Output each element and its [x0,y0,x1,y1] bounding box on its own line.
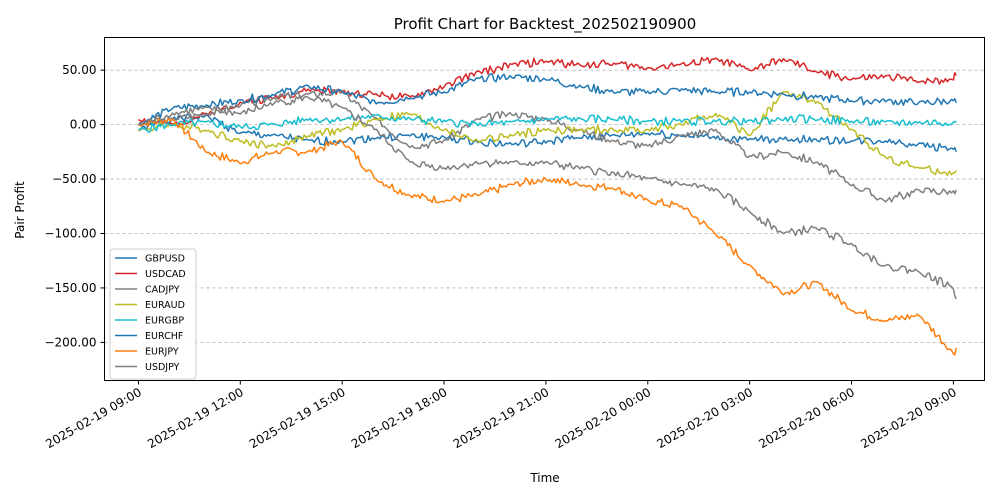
y-tick-label: −150.00 [44,281,96,295]
legend-label: EURCHF [145,331,183,342]
y-tick-label: 0.00 [70,118,97,132]
y-tick-label: −200.00 [44,335,96,349]
plot-frame [104,37,985,381]
series-line-eurgbp [138,113,957,133]
series-line-cadjpy [137,89,957,203]
series-line-usdjpy [137,95,957,300]
series-lines [137,56,957,356]
chart-title: Profit Chart for Backtest_202502190900 [394,15,697,34]
legend-label: USDCAD [145,269,186,280]
legend-label: EURGBP [145,316,184,327]
y-axis: 50.00 0.00 −50.00 −100.00 −150.00 −200.00 [44,63,105,349]
series-line-euraud [137,90,957,177]
legend: GBPUSD USDCAD CADJPY EURAUD EURGBP EURCHF EURJ… [109,248,197,380]
y-tick-label: −50.00 [52,172,96,186]
series-line-eurchf [138,72,957,126]
legend-label: EURJPY [145,347,179,358]
y-tick-label: −100.00 [44,227,96,241]
y-tick-label: 50.00 [62,63,96,77]
y-axis-title: Pair Profit [13,181,27,239]
x-axis-title: Time [529,471,559,485]
legend-label: USDJPY [145,362,180,373]
grid-lines [104,69,985,343]
legend-label: EURAUD [145,300,185,311]
legend-box [109,248,197,380]
series-line-gbpusd [138,112,957,153]
series-line-eurjpy [138,118,957,356]
legend-label: CADJPY [145,285,180,296]
legend-label: GBPUSD [145,254,185,265]
